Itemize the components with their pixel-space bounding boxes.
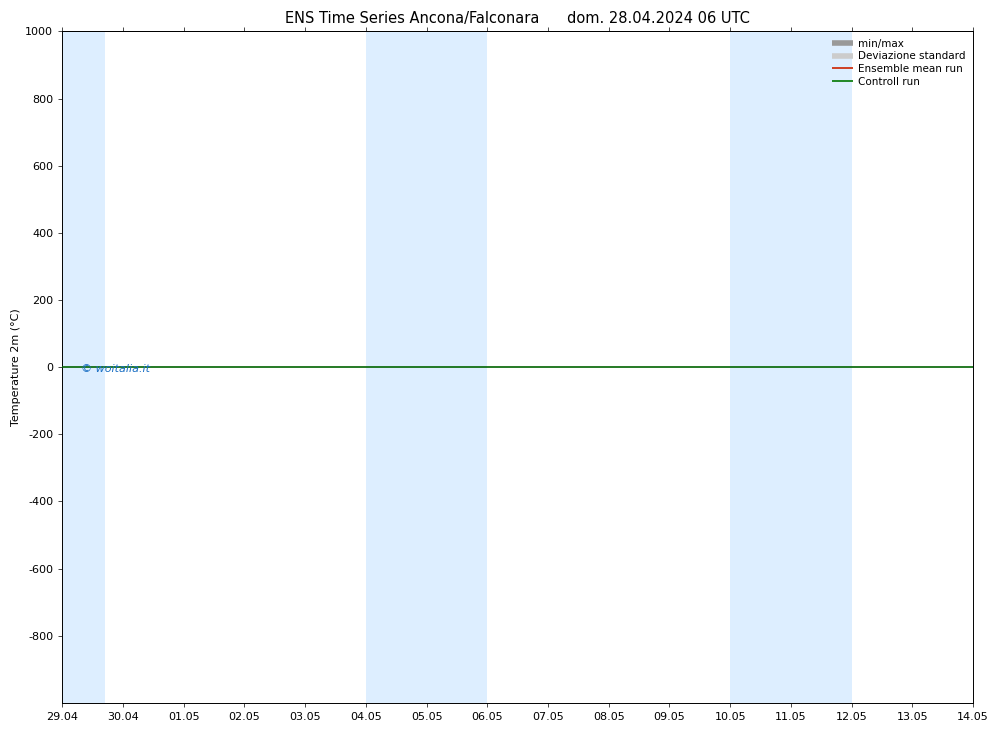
Y-axis label: Temperature 2m (°C): Temperature 2m (°C) <box>11 309 21 426</box>
Title: ENS Time Series Ancona/Falconara      dom. 28.04.2024 06 UTC: ENS Time Series Ancona/Falconara dom. 28… <box>285 11 750 26</box>
Bar <box>730 32 852 703</box>
Bar <box>62 32 105 703</box>
Bar <box>366 32 487 703</box>
Legend: min/max, Deviazione standard, Ensemble mean run, Controll run: min/max, Deviazione standard, Ensemble m… <box>830 37 968 89</box>
Text: © woitalia.it: © woitalia.it <box>81 364 150 374</box>
